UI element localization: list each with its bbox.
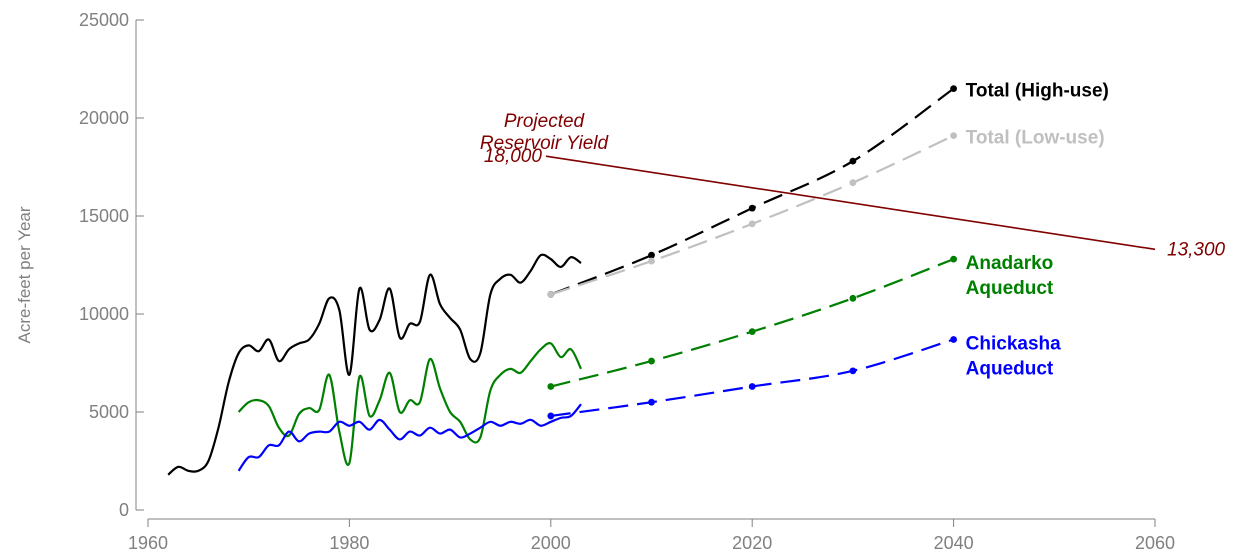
x-tick-label: 1960 [128,533,168,553]
reservoir-end-label: 13,300 [1167,239,1226,260]
projection-point [950,336,957,343]
series-label-total-high-use: Total (High-use) [966,81,1109,102]
projection-line-total-high-use [550,87,955,296]
historical-lines [167,253,583,476]
projection-point [748,383,756,390]
projection-line-anadarko-aqueduct [550,258,954,388]
y-tick-label: 20000 [79,108,129,128]
x-tick-label: 1980 [329,533,369,553]
projection-point [748,328,756,336]
projection-point [648,398,655,406]
projection-point [849,179,857,187]
x-tick-label: 2040 [934,533,974,553]
projection-point [950,85,957,92]
axes: 0 5000 10000 15000 20000 25000 1960 1980 2000 202… [15,10,1175,553]
projection-point [748,220,756,228]
projection-point [648,357,655,365]
series-label-anadarko-aqueduct: Anadarko [966,253,1054,274]
historical-line-total [167,253,582,476]
series-label-total-low-use: Total (Low-use) [966,128,1105,149]
reservoir-start-label: 18,000 [484,146,543,167]
projection-point [547,412,555,420]
x-tick-label: 2020 [732,533,772,553]
series-label-chickasha-aqueduct: Chickasha [966,333,1061,354]
reservoir-yield-line [545,155,1156,251]
projection-point [950,255,957,263]
projection-point [648,257,655,265]
series-labels: Total (High-use) Total (Low-use) Anadarko A… [966,81,1109,380]
y-tick-label: 10000 [79,304,129,324]
projection-point [849,157,857,165]
y-tick-label: 25000 [79,10,129,30]
projection-lines [547,85,957,420]
reservoir-title-line: Reservoir Yield [480,133,610,154]
x-tick-label: 2060 [1135,533,1175,553]
y-axis-title: Acre-feet per Year [15,206,34,343]
x-tick-label: 2000 [531,533,571,553]
projection-line-chickasha-aqueduct [550,338,954,418]
historical-line-anadarko [237,342,583,466]
projection-point [547,383,555,390]
series-label-anadarko-aqueduct: Aqueduct [966,278,1054,299]
historical-line-chickasha [237,403,582,472]
y-tick-label: 5000 [89,402,129,422]
projection-point [849,294,857,302]
projection-point [748,204,756,212]
y-tick-label: 15000 [79,206,129,226]
projection-point [849,367,857,375]
y-tick-label: 0 [119,500,129,520]
projection-point [648,251,655,259]
reservoir-title-line: Projected [504,111,586,132]
projection-point [950,132,957,140]
series-label-chickasha-aqueduct: Aqueduct [966,358,1054,379]
projection-point [547,291,555,298]
